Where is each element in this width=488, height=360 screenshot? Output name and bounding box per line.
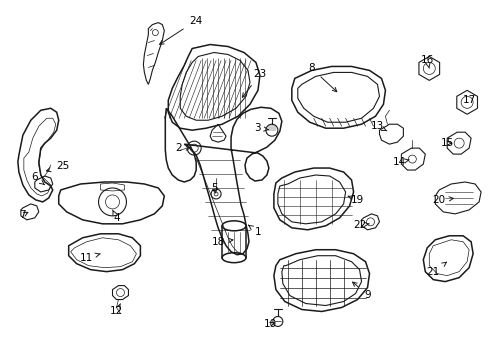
Text: 14: 14 (392, 157, 408, 167)
Text: 10: 10 (263, 319, 276, 329)
Text: 22: 22 (352, 220, 368, 230)
Text: 18: 18 (211, 237, 232, 247)
Text: 16: 16 (420, 55, 433, 68)
Text: 19: 19 (347, 195, 364, 205)
Text: 21: 21 (426, 262, 446, 276)
Text: 15: 15 (440, 138, 453, 148)
Text: 4: 4 (112, 210, 120, 223)
Text: 5: 5 (210, 183, 217, 193)
Text: 11: 11 (80, 253, 100, 263)
Text: 17: 17 (462, 95, 475, 105)
Text: 7: 7 (20, 210, 28, 220)
Text: 13: 13 (370, 121, 386, 131)
Text: 25: 25 (46, 161, 69, 172)
Text: 9: 9 (352, 282, 370, 300)
Text: 1: 1 (248, 225, 261, 237)
Text: 3: 3 (254, 123, 268, 133)
Text: 24: 24 (159, 15, 203, 44)
Text: 20: 20 (432, 195, 452, 205)
Text: 2: 2 (175, 143, 190, 153)
Text: 6: 6 (31, 172, 44, 185)
Text: 23: 23 (242, 69, 266, 97)
Text: 8: 8 (308, 63, 336, 92)
Text: 12: 12 (110, 304, 123, 316)
